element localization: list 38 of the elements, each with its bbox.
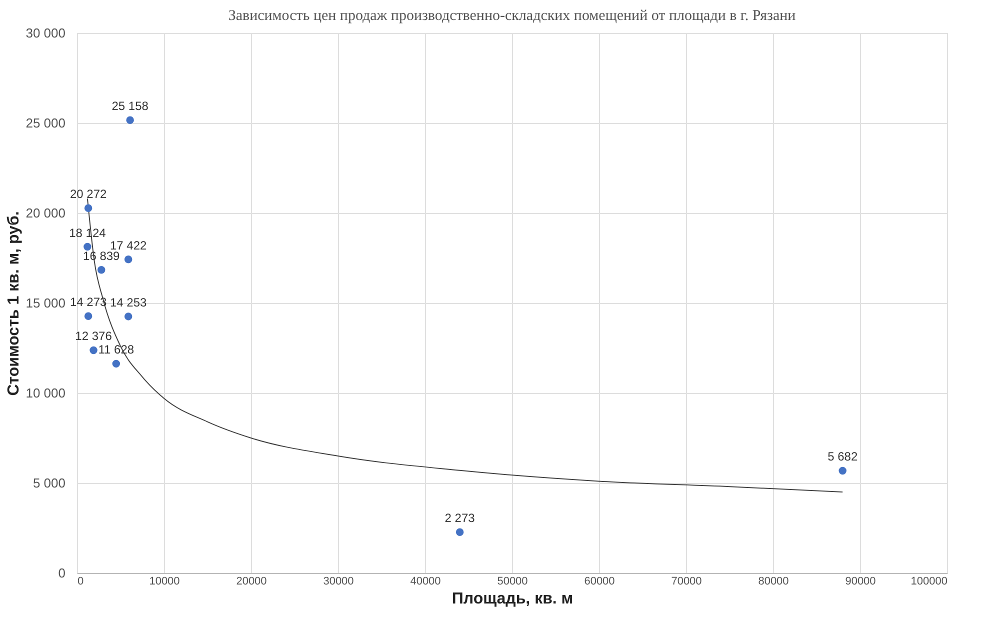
point bbox=[84, 242, 92, 251]
data-label: 12 376 bbox=[75, 329, 112, 344]
point bbox=[124, 312, 132, 320]
y-tick-label: 30 000 bbox=[26, 26, 66, 40]
x-tick-label: 80000 bbox=[758, 576, 789, 588]
data-label: 14 253 bbox=[110, 295, 148, 310]
data-label: 2 273 bbox=[444, 511, 476, 526]
x-tick-label: 10000 bbox=[149, 576, 180, 588]
x-tick-label: 40000 bbox=[410, 576, 441, 588]
y-tick-label: 5 000 bbox=[32, 476, 66, 490]
y-tick-label: 20 000 bbox=[26, 206, 66, 220]
x-tick-label: 20000 bbox=[236, 576, 267, 588]
data-label: 25 158 bbox=[112, 99, 149, 114]
point bbox=[84, 204, 92, 212]
y-tick-label: 10 000 bbox=[26, 386, 66, 400]
y-tick-label: 15 000 bbox=[26, 296, 66, 310]
data-label: 17 422 bbox=[110, 238, 148, 252]
point bbox=[126, 116, 134, 124]
chart-title: Зависимость цен продаж производственно-складских помещений от площади в г. Рязани bbox=[228, 8, 796, 24]
point bbox=[97, 266, 106, 274]
y-tick-label: 25 000 bbox=[26, 116, 66, 130]
x-tick-label: 50000 bbox=[497, 576, 528, 588]
x-tick-label: 70000 bbox=[671, 576, 702, 588]
data-label: 20 272 bbox=[70, 187, 107, 202]
x-tick-label: 100000 bbox=[910, 576, 948, 588]
point bbox=[124, 256, 132, 264]
point bbox=[112, 360, 120, 368]
x-axis-title: Площадь, кв. м bbox=[452, 590, 574, 608]
x-tick-label: 90000 bbox=[845, 576, 876, 588]
point bbox=[84, 312, 92, 320]
point bbox=[456, 528, 464, 536]
x-tick-label: 0 bbox=[78, 576, 84, 588]
y-axis-title: Стоимость 1 кв. м, руб. bbox=[6, 211, 23, 396]
point bbox=[90, 346, 98, 354]
point bbox=[838, 466, 846, 475]
x-tick-label: 60000 bbox=[584, 576, 615, 588]
data-label: 5 682 bbox=[828, 450, 858, 464]
x-tick-label: 30000 bbox=[323, 576, 354, 588]
